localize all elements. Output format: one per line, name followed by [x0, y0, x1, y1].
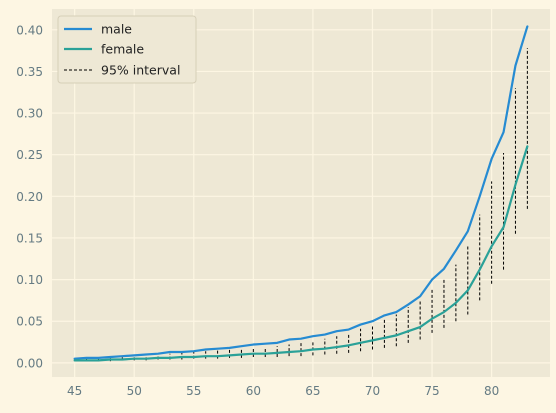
y-tick-label: 0.35: [16, 65, 43, 79]
series-lines: [73, 25, 529, 362]
y-tick-label: 0.25: [16, 148, 43, 162]
legend-box: [57, 15, 197, 84]
x-tick-label: 75: [424, 384, 439, 398]
series-line-male: [73, 25, 529, 360]
y-tick-label: 0.30: [16, 107, 43, 121]
y-tick-label: 0.10: [16, 273, 43, 287]
legend-label-female: female: [101, 42, 144, 57]
x-tick-label: 50: [127, 384, 142, 398]
x-axis-ticks: 45 50 55 60 65 70 75 80: [67, 384, 499, 398]
y-tick-label: 0.40: [16, 23, 43, 37]
x-tick-label: 55: [186, 384, 201, 398]
x-tick-label: 80: [484, 384, 499, 398]
legend-label-interval: 95% interval: [101, 63, 180, 78]
y-tick-label: 0.20: [16, 190, 43, 204]
x-tick-label: 65: [305, 384, 320, 398]
y-tick-label: 0.00: [16, 356, 43, 370]
legend: male female 95% interval: [57, 15, 197, 84]
y-tick-label: 0.15: [16, 231, 43, 245]
legend-label-male: male: [101, 22, 132, 37]
x-tick-label: 45: [67, 384, 82, 398]
x-tick-label: 70: [365, 384, 380, 398]
series-line-female: [73, 145, 529, 362]
x-tick-label: 60: [246, 384, 261, 398]
y-axis-ticks: 0.00 0.05 0.10 0.15 0.20 0.25 0.30 0.35 0.40: [16, 23, 43, 370]
y-tick-label: 0.05: [16, 315, 43, 329]
